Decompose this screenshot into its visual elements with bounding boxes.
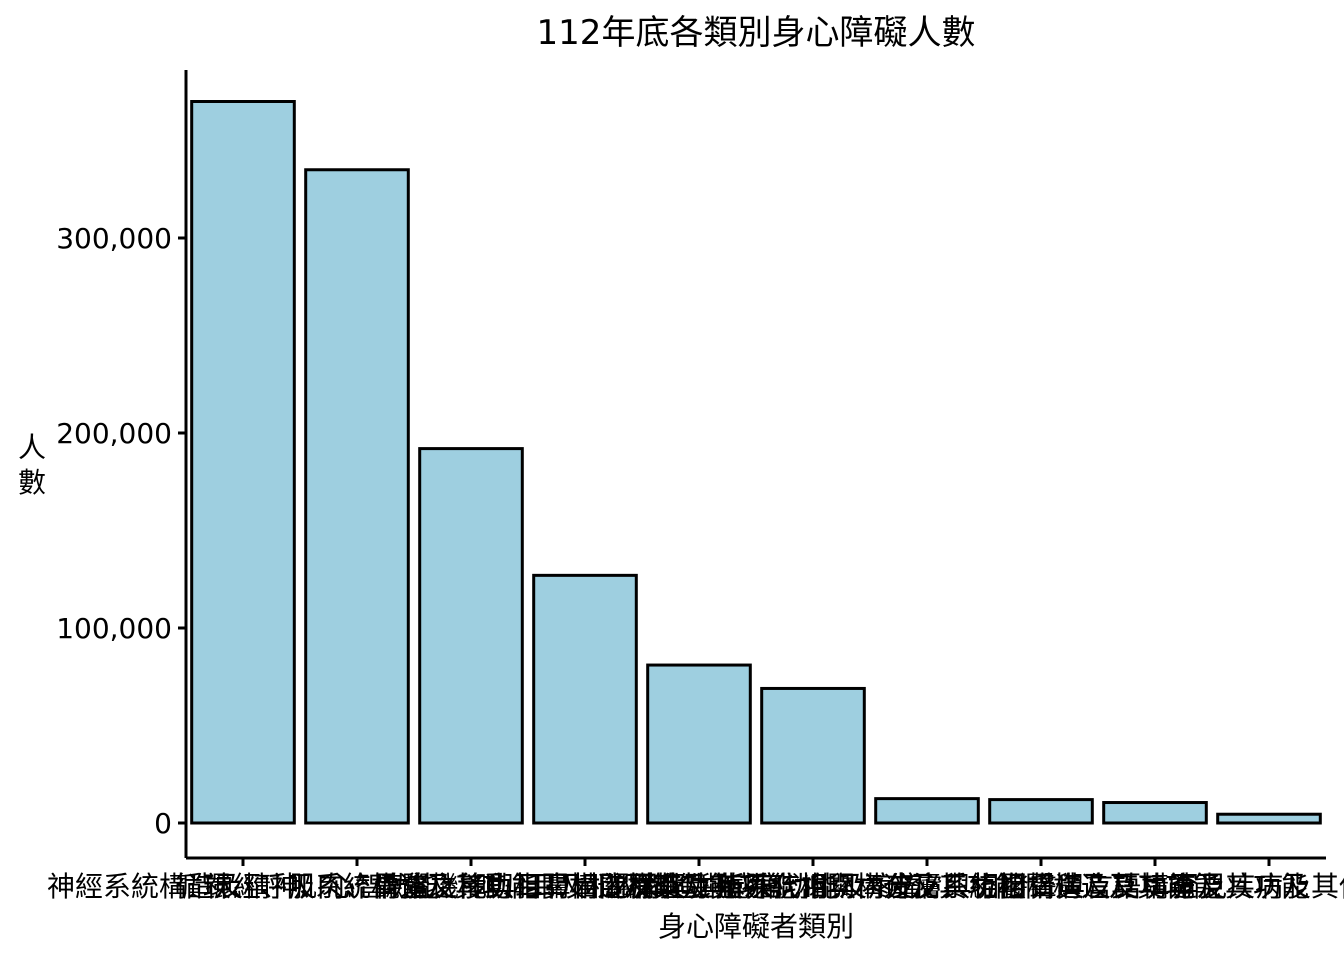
y-tick-label: 0 — [154, 807, 172, 840]
chart-title: 112年底各類別身心障礙人數 — [537, 13, 976, 53]
x-tick-label: 消化、新陳代謝與內分泌系統相關構造及其功能 — [633, 870, 1221, 903]
x-tick-label: 罕見疾病及其他 — [1171, 870, 1344, 903]
bar-2 — [304, 168, 410, 825]
y-tick-label: 300,000 — [56, 222, 172, 255]
bar-8 — [988, 798, 1094, 825]
y-axis-title-char-1: 人 — [18, 431, 46, 464]
bar-10 — [1216, 812, 1322, 825]
y-axis-title-char-2: 數 — [18, 466, 46, 499]
x-tick-label: 泌尿與生殖系統相關構造及其功能 — [603, 870, 1023, 903]
bar-3 — [418, 447, 524, 825]
bar-1 — [190, 100, 296, 825]
x-tick-label: 皮膚與相關構造及其功能 — [887, 870, 1195, 903]
x-axis: 神經系統構造及精神、心智功能循環、呼吸系統構造及其功能神經、肌肉、骨骼之移動相關… — [47, 856, 1344, 903]
y-axis: 0 100,000 200,000 300,000 — [56, 70, 188, 858]
x-tick-label: 神經系統構造及精神、心智功能 — [47, 870, 439, 903]
y-tick-label: 100,000 — [56, 612, 172, 645]
bars-group — [190, 100, 1322, 825]
bar-6 — [760, 686, 866, 825]
x-tick-label: 神經、肌肉、骨骼之移動相關構造及其功能 — [205, 870, 737, 903]
y-axis-title: 人 數 — [18, 431, 46, 499]
x-tick-label: 發聲與言語構造及其功能 — [1001, 870, 1309, 903]
y-tick-label: 200,000 — [56, 417, 172, 450]
x-tick-label: 聽覺機能與耳鼻相關構造及其功能 — [375, 870, 795, 903]
bar-4 — [532, 573, 638, 825]
bar-9 — [1102, 801, 1208, 825]
x-tick-label: 眼、耳及相關構造與感官功能及疼痛 — [475, 870, 923, 903]
bar-5 — [646, 663, 752, 825]
bar-7 — [874, 797, 980, 825]
x-axis-title: 身心障礙者類別 — [658, 910, 854, 943]
x-tick-label: 循環、呼吸系統構造及其功能 — [175, 870, 539, 903]
